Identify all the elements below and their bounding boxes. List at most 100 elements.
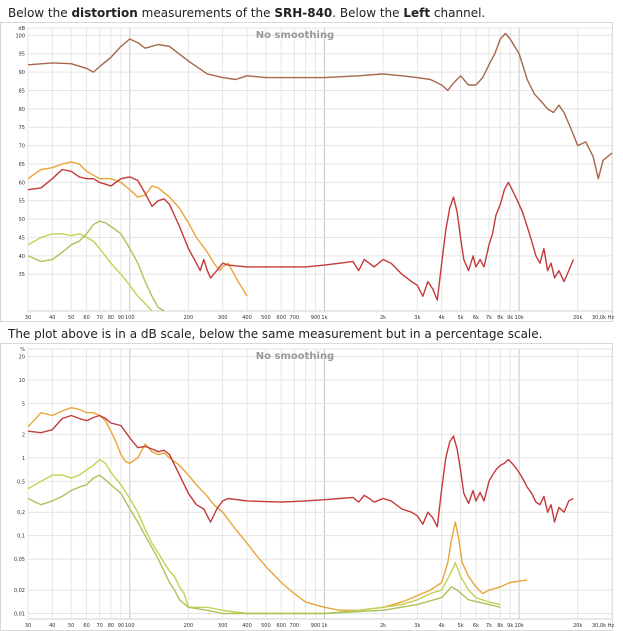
chart-2-series-line-3 [27,414,574,528]
caption-top-text-3: . Below the [332,6,404,20]
chart-1-y-tick-label: 65 [19,162,25,168]
chart-2-x-tick-label: 50 [68,623,74,629]
chart-1-y-tick-label: 40 [19,254,25,260]
chart-2-x-tick-label: 600 [276,623,286,629]
chart-1-y-tick-label: 70 [19,144,25,150]
chart-1-plot-area [27,27,613,312]
chart-1-y-tick-label: 80 [19,107,25,113]
chart-2-x-tick-label: 900 [311,623,321,629]
chart-2-y-tick-label: 10 [19,378,25,384]
caption-top-text-1: Below the [8,6,72,20]
chart-1-y-tick-label: 45 [19,235,25,241]
chart-1-x-tick-label: 1k [321,315,327,321]
chart-1-x-tick-label: 40 [49,315,55,321]
caption-top-bold-channel: Left [403,6,431,20]
chart-1-series-line-4 [27,168,575,301]
chart-1-x-tick-label: 600 [276,315,286,321]
chart-1-x-tick-label: 900 [311,315,321,321]
chart-1-x-tick-label: 100 [125,315,135,321]
chart-1-x-tick-label: 50 [68,315,74,321]
chart-2-y-tick-label: % [20,347,25,353]
chart-1-x-tick-label: 10k [514,315,523,321]
chart-2-x-tick-label: 6k [473,623,479,629]
chart-1-x-tick-label: 9k [507,315,513,321]
caption-middle: The plot above is in a dB scale, below t… [8,327,543,341]
chart-2-x-tick-label: 10k [514,623,523,629]
chart-1-x-tick-label: 70 [96,315,102,321]
chart-1-series-line-3 [27,220,165,312]
chart-1-x-tick-label: 500 [261,315,271,321]
chart-1-x-tick-label: 4k [439,315,445,321]
chart-1-x-tick-label: 3k [414,315,420,321]
chart-1-x-tick-label: 400 [242,315,252,321]
caption-top-bold-distortion: distortion [71,6,138,20]
chart-2-y-tick-label: 1 [22,456,25,462]
chart-1-x-tick-label: 700 [290,315,300,321]
chart-2-x-tick-label: 5k [457,623,463,629]
chart-1-y-tick-label: 75 [19,125,25,131]
chart-1-gridlines [27,27,613,311]
chart-1-x-tick-label: 300 [218,315,228,321]
chart-2-y-tick-label: 5 [22,401,25,407]
chart-2-x-tick-label: 2k [380,623,386,629]
chart-2-y-tick-label: 0,05 [14,557,25,563]
chart-1-y-tick-label: 100 [15,33,25,39]
chart-2-y-tick-label: 0,1 [17,534,25,540]
chart-2-x-tick-label: 100 [125,623,135,629]
chart-2-y-tick-label: 0,02 [14,588,25,594]
chart-2-x-tick-label: 200 [184,623,194,629]
chart-2-x-tick-label: 90 [118,623,124,629]
caption-top-text-4: channel. [430,6,486,20]
chart-1-x-tick-label: 30,0k Hz [592,315,614,321]
chart-2-x-tick-label: 60 [83,623,89,629]
chart-1-y-tick-label: dB [18,26,25,32]
chart-2-x-tick-label: 80 [108,623,114,629]
chart-2-x-tick-label: 500 [261,623,271,629]
chart-2-x-tick-label: 300 [218,623,228,629]
chart-1-x-tick-label: 7k [486,315,492,321]
chart-2-x-tick-label: 20k [573,623,582,629]
chart-1-y-tick-label: 60 [19,180,25,186]
chart-2-y-tick-label: 2 [22,432,25,438]
chart-1-y-tick-label: 50 [19,217,25,223]
chart-2-x-tick-label: 400 [242,623,252,629]
chart-2-x-tick-label: 4k [439,623,445,629]
chart-1-series-line-1 [27,161,248,297]
chart-1-y-tick-label: 35 [19,272,25,278]
chart-2-plot-area [27,348,613,620]
chart-2-series-line-1 [27,458,501,615]
chart-1-x-tick-label: 20k [573,315,582,321]
chart-2-title: No smoothing [256,351,334,362]
chart-1-x-tick-label: 60 [83,315,89,321]
chart-1-title: No smoothing [256,30,334,41]
chart-2-x-tick-label: 3k [414,623,420,629]
chart-2-y-tick-label: 0,2 [17,510,25,516]
chart-1-y-tick-label: 55 [19,199,25,205]
chart-2-x-tick-label: 8k [497,623,503,629]
chart-1-x-tick-label: 5k [457,315,463,321]
chart-2-y-tick-label: 0,01 [14,612,25,618]
chart-1-x-tick-label: 80 [108,315,114,321]
chart-1-y-tick-label: 90 [19,70,25,76]
chart-2-x-tick-label: 70 [96,623,102,629]
chart-2-x-tick-label: 40 [49,623,55,629]
caption-top: Below the distortion measurements of the… [8,6,485,20]
chart-1-x-tick-label: 200 [184,315,194,321]
chart-1-x-tick-label: 90 [118,315,124,321]
caption-top-bold-model: SRH-840 [274,6,333,20]
chart-2-x-tick-label: 7k [486,623,492,629]
chart-1-x-tick-label: 8k [497,315,503,321]
chart-1-y-tick-label: 95 [19,52,25,58]
chart-2-x-tick-label: 30 [25,623,31,629]
chart-1-series-line-2 [27,233,153,312]
chart-2-series-line-0 [27,406,528,611]
chart-1-x-tick-label: 6k [473,315,479,321]
chart-2-series-line-2 [27,474,501,615]
chart-1-x-tick-label: 30 [25,315,31,321]
caption-top-text-2: measurements of the [137,6,275,20]
chart-2-y-tick-label: 20 [19,355,25,361]
chart-2-x-tick-label: 700 [290,623,300,629]
chart-2-y-tick-label: 0,5 [17,479,25,485]
chart-1-x-tick-label: 2k [380,315,386,321]
chart-1-y-tick-label: 85 [19,88,25,94]
